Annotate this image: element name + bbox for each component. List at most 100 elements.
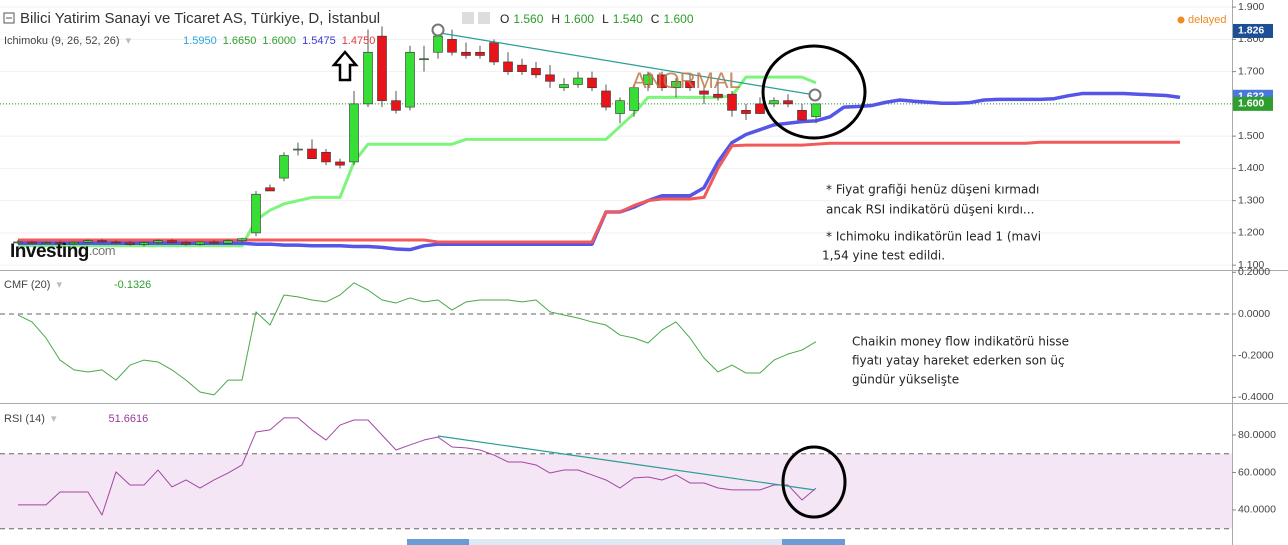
indicator-name: Ichimoku (9, 26, 52, 26) [4,35,120,47]
candle-body [55,242,65,245]
candle-body [125,242,135,245]
time-handle [782,539,845,545]
y-tick-label: 1.500 [1238,130,1264,142]
ohlc-value: 1.540 [613,12,643,26]
candle-body [601,90,611,108]
candle-body [657,74,667,89]
status: delayed [1188,14,1227,26]
y-tick-label: 1.300 [1238,194,1264,206]
trend-handle [431,23,445,37]
candle-body [307,148,317,160]
candle-body [139,242,149,245]
candle-body [321,151,331,163]
highlight-circle [781,445,847,519]
candle-body [13,241,23,244]
note: ancak RSI indikatörü düşeni kırdı... [826,203,1034,217]
icon[interactable] [462,12,474,24]
indicator-line [18,417,817,516]
candle-body [517,64,527,72]
candle-body [671,80,681,89]
candle-body [83,240,93,243]
candle-body [27,241,37,244]
y-tick-label: 60.0000 [1238,466,1276,478]
ohlc-readout: O 1.560 H 1.600 L 1.540 C 1.600 [500,12,694,26]
candle-body [629,87,639,111]
ohlc-key: O [500,12,509,26]
indicator-name: RSI (14) [4,413,45,425]
candle-body [615,100,625,114]
ohlc-value: 1.600 [663,12,693,26]
candle-body [811,103,821,118]
y-tick-label: 0.2000 [1238,266,1270,278]
candle-body [573,77,583,85]
indicator-value: 51.6616 [109,413,149,425]
candle-body [181,242,191,245]
note: * Fiyat grafiği henüz düşeni kırmadı [826,183,1039,197]
candle-body [153,240,163,243]
candle-body [727,93,737,111]
candle-body [97,240,107,243]
candle-body [335,161,345,166]
candle-body [755,103,765,114]
candle-body [797,110,807,121]
indicator-legend: CMF (20) ▾ -0.1326 [4,279,151,291]
candle-body [643,74,653,85]
price-marker-label: 1.600 [1238,98,1264,110]
trend-line [437,435,816,491]
candle-body [265,187,275,192]
candle-body [545,74,555,82]
candle-body [741,110,751,114]
price-marker [1233,23,1273,38]
highlight-circle [761,44,867,140]
indicator-value: 1.5475 [302,35,336,47]
ohlc-key: H [551,12,560,26]
indicator-legend: Ichimoku (9, 26, 52, 26) ▾ 1.5950 1.6650 1.6… [4,35,375,47]
settings-icon: ▾ [56,279,62,291]
indicator-value: -0.1326 [114,279,151,291]
logo-name: Investing [10,241,89,262]
collapse-icon[interactable] [3,12,15,24]
indicator-value: 1.4750 [342,35,376,47]
note: Chaikin money flow indikatörü hisse [852,335,1069,349]
highlight-label: ANORMAL [632,68,741,93]
candle-body [433,35,443,53]
candle-body [377,35,387,101]
candle-body [223,240,233,244]
indicator-line [18,140,1180,244]
candle-body [405,51,415,108]
trend-line [439,32,816,96]
candle-body [461,51,471,56]
candle-body [531,68,541,76]
candle-body [251,193,261,234]
y-tick-label: 1.400 [1238,162,1264,174]
ohlc-key: C [651,12,660,26]
candle-body [587,77,597,89]
settings-icon: ▾ [51,413,57,425]
chart-title: Bilici Yatirim Sanayi ve Ticaret AS, Tür… [20,9,380,27]
note: fiyatı yatay hareket ederken son üç [852,354,1065,368]
candle-body [685,80,695,89]
indicator-value: 1.5950 [183,35,217,47]
candle-body [769,100,779,105]
arrow-up [331,50,359,82]
candle-body [167,240,177,243]
note: * Ichimoku indikatörün lead 1 (mavi [826,230,1041,244]
candle-body [279,155,289,179]
candle-body [349,103,359,163]
y-tick-label: 1.200 [1238,227,1264,239]
price-marker [1233,96,1273,111]
candle-body [209,241,219,244]
icon[interactable] [478,12,490,24]
candle-body [503,61,513,72]
y-tick-label: 0.0000 [1238,308,1270,320]
candle-body [475,51,485,56]
candle-body [699,90,709,95]
time-handle [407,539,469,545]
back-layer [0,6,1232,530]
indicator-line [18,75,817,248]
logo-suffix: .com [89,243,115,258]
level-band [0,453,1232,529]
ohlc-value: 1.560 [513,12,543,26]
